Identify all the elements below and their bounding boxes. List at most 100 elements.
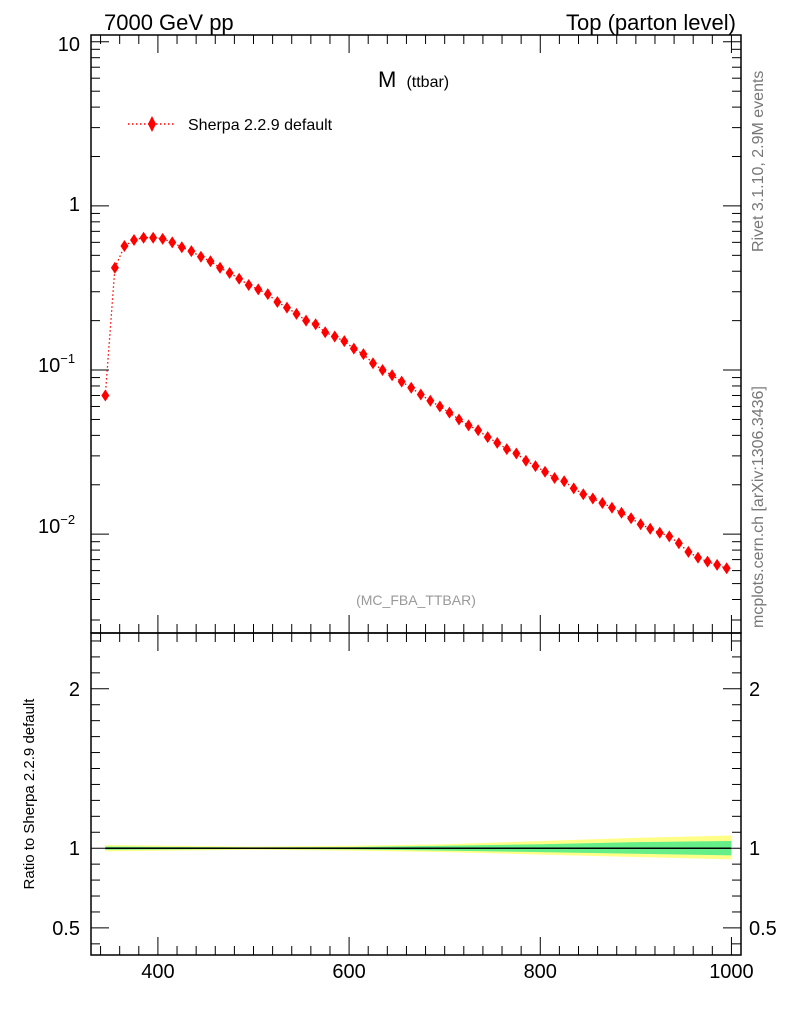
data-point (235, 272, 244, 285)
ratio-y-axis-label: Ratio to Sherpa 2.2.9 default (21, 698, 38, 890)
data-point (254, 283, 263, 296)
x-tick-label: 600 (332, 961, 365, 983)
data-point (646, 522, 655, 535)
data-point (206, 255, 215, 268)
ratio-y-tick-label: 2 (69, 679, 80, 701)
ratio-y-tick-label-right: 2 (749, 679, 760, 701)
data-point (225, 267, 234, 280)
data-point (407, 381, 416, 394)
main-axis-ticks (91, 35, 741, 633)
data-point (321, 326, 330, 339)
ratio-axis-ticks (91, 633, 741, 955)
data-point (627, 512, 636, 525)
legend-label: Sherpa 2.2.9 default (188, 117, 333, 134)
x-tick-label: 400 (141, 961, 174, 983)
data-point (311, 318, 320, 331)
data-point (531, 460, 540, 473)
data-point (455, 413, 464, 426)
data-point (359, 348, 368, 361)
data-point (216, 261, 225, 274)
x-tick-label: 800 (524, 961, 557, 983)
data-point (292, 307, 301, 320)
mcplots-label: mcplots.cern.ch [arXiv:1306.3436] (750, 386, 767, 628)
ratio-y-tick-labels: 0.5 0.5 1 1 2 2 (52, 679, 777, 940)
data-point (588, 492, 597, 505)
header-left: 7000 GeV pp (104, 10, 234, 35)
analysis-tag: (MC_FBA_TTBAR) (356, 592, 476, 608)
data-point (196, 250, 205, 263)
data-point (416, 388, 425, 401)
ratio-uncertainty-bands (105, 835, 732, 860)
data-point (349, 342, 358, 355)
data-point (665, 530, 674, 543)
ratio-y-tick-label-right: 1 (749, 838, 760, 860)
data-point (483, 431, 492, 444)
main-y-tick-labels: 10 1 (58, 34, 80, 216)
series-markers (101, 231, 731, 575)
data-point (368, 357, 377, 370)
data-point (426, 394, 435, 407)
data-point (693, 551, 702, 564)
data-point (130, 233, 139, 246)
data-point (187, 245, 196, 258)
data-point (177, 241, 186, 254)
data-point (263, 288, 272, 301)
data-point (464, 419, 473, 432)
data-point (722, 562, 731, 575)
y-tick-label-1e-2: 10−2 (38, 512, 75, 538)
y-tick-label-1e-1: 10−1 (38, 351, 75, 377)
data-point (110, 261, 119, 274)
header-right: Top (parton level) (566, 10, 736, 35)
data-point (521, 454, 530, 467)
data-point (607, 501, 616, 514)
data-point (302, 314, 311, 327)
data-point (703, 555, 712, 568)
data-point (282, 301, 291, 314)
data-point (168, 236, 177, 249)
data-point (149, 231, 158, 244)
data-point (579, 488, 588, 501)
data-point (120, 239, 129, 252)
data-point (378, 364, 387, 377)
data-point (397, 375, 406, 388)
data-point (158, 232, 167, 245)
ratio-panel-frame (90, 632, 742, 956)
data-point (617, 506, 626, 519)
data-point (340, 335, 349, 348)
data-point (502, 443, 511, 456)
ratio-y-tick-label: 0.5 (52, 918, 80, 940)
data-point (541, 465, 550, 478)
series-line (104, 237, 727, 569)
data-point (684, 545, 693, 558)
data-point (569, 482, 578, 495)
data-point (435, 400, 444, 413)
data-point (273, 295, 282, 308)
legend: Sherpa 2.2.9 default (128, 116, 333, 134)
x-tick-labels: 400 600 800 1000 (141, 961, 753, 983)
series-polyline (104, 237, 727, 569)
data-point (101, 389, 110, 402)
data-point (445, 406, 454, 419)
plot-title-sub: (ttbar) (406, 74, 449, 91)
data-point (674, 537, 683, 550)
legend-marker (148, 116, 156, 132)
data-point (598, 496, 607, 509)
data-point (550, 471, 559, 484)
data-point (713, 558, 722, 571)
data-point (244, 278, 253, 291)
data-point (139, 231, 148, 244)
x-tick-label: 1000 (709, 961, 754, 983)
y-tick-label-10: 10 (58, 34, 80, 56)
data-point (330, 330, 339, 343)
data-point (636, 518, 645, 531)
data-point (512, 447, 521, 460)
ratio-y-tick-label: 1 (69, 838, 80, 860)
data-point (493, 436, 502, 449)
data-point (560, 475, 569, 488)
data-point (474, 424, 483, 437)
y-tick-label-1: 1 (69, 194, 80, 216)
data-point (388, 369, 397, 382)
plot-title-main: M (378, 67, 396, 92)
plot-title: M (ttbar) (378, 67, 449, 92)
